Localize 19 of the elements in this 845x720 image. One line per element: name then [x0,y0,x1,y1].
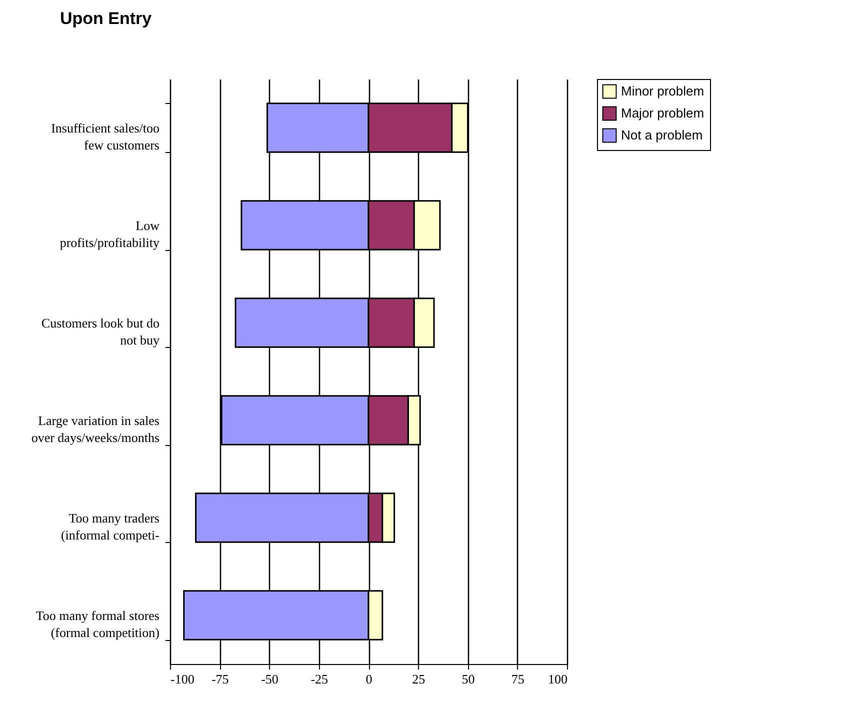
x-tick-label: -25 [310,672,328,686]
x-tick-label: -50 [261,672,278,686]
legend-label: Major problem [621,106,704,120]
y-tick-label: Insufficient sales/too few customers [51,120,160,152]
chart-title: Upon Entry [60,9,152,28]
legend-label: Not a problem [621,128,703,142]
x-tick-label: 75 [511,672,524,686]
y-tick-label: Too many formal stores (formal competition) [36,608,160,640]
x-tick-label: -75 [211,672,229,686]
x-tick-label: 25 [412,672,426,686]
x-tick-label: 50 [462,672,475,686]
x-tick-label: -100 [170,672,194,686]
y-tick-label: Too many traders (informal competi- [60,510,160,542]
y-tick-label: Customers look but do not buy [41,315,160,348]
y-tick-label: Large variation in sales over days/weeks/months [31,412,160,445]
y-tick-label: Low profits/profitability [60,218,160,250]
legend-label: Minor problem [621,84,704,98]
x-tick-label: 0 [366,672,372,686]
x-tick-label: 100 [548,672,568,686]
